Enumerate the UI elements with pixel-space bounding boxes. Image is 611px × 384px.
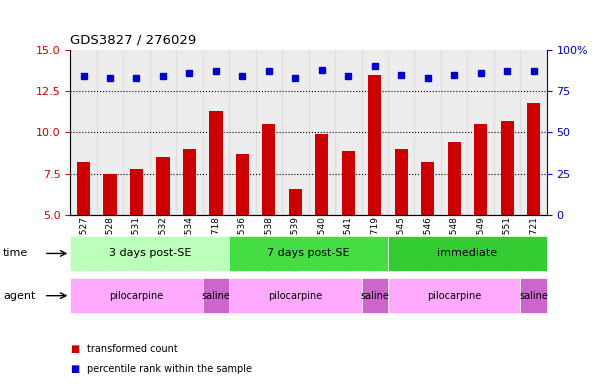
Bar — [315, 134, 329, 215]
Text: percentile rank within the sample: percentile rank within the sample — [87, 364, 252, 374]
Bar — [335, 50, 362, 215]
Text: saline: saline — [519, 291, 548, 301]
Bar — [209, 111, 222, 215]
Bar — [70, 50, 97, 215]
Bar — [236, 154, 249, 215]
Text: pilocarpine: pilocarpine — [109, 291, 164, 301]
Bar — [414, 50, 441, 215]
Text: ■: ■ — [70, 344, 79, 354]
Bar — [282, 50, 309, 215]
Bar — [70, 236, 229, 271]
Bar — [203, 50, 229, 215]
Bar — [441, 50, 467, 215]
Bar — [176, 50, 203, 215]
Text: pilocarpine: pilocarpine — [427, 291, 481, 301]
Bar — [500, 121, 514, 215]
Bar — [103, 174, 117, 215]
Bar — [388, 236, 547, 271]
Text: ■: ■ — [70, 364, 79, 374]
Bar — [97, 50, 123, 215]
Bar — [262, 124, 276, 215]
Bar — [395, 149, 408, 215]
Text: 7 days post-SE: 7 days post-SE — [267, 248, 350, 258]
Bar — [521, 50, 547, 215]
Text: GDS3827 / 276029: GDS3827 / 276029 — [70, 33, 197, 46]
Bar — [494, 50, 521, 215]
Text: time: time — [3, 248, 28, 258]
Bar — [421, 162, 434, 215]
Bar — [123, 50, 150, 215]
Bar — [150, 50, 176, 215]
Text: immediate: immediate — [437, 248, 497, 258]
Bar — [362, 50, 388, 215]
Bar — [527, 103, 540, 215]
Text: agent: agent — [3, 291, 35, 301]
Bar — [229, 236, 388, 271]
Bar — [474, 124, 488, 215]
Bar — [521, 278, 547, 313]
Bar — [388, 50, 414, 215]
Bar — [77, 162, 90, 215]
Bar — [183, 149, 196, 215]
Bar — [229, 278, 362, 313]
Text: 3 days post-SE: 3 days post-SE — [109, 248, 191, 258]
Text: saline: saline — [202, 291, 230, 301]
Bar — [388, 278, 521, 313]
Bar — [203, 278, 229, 313]
Bar — [467, 50, 494, 215]
Text: transformed count: transformed count — [87, 344, 178, 354]
Bar — [156, 157, 170, 215]
Bar — [130, 169, 143, 215]
Bar — [447, 142, 461, 215]
Bar — [362, 278, 388, 313]
Bar — [229, 50, 255, 215]
Bar — [70, 278, 203, 313]
Text: pilocarpine: pilocarpine — [268, 291, 323, 301]
Text: saline: saline — [360, 291, 389, 301]
Bar — [342, 151, 355, 215]
Bar — [368, 74, 381, 215]
Bar — [255, 50, 282, 215]
Bar — [309, 50, 335, 215]
Bar — [289, 189, 302, 215]
